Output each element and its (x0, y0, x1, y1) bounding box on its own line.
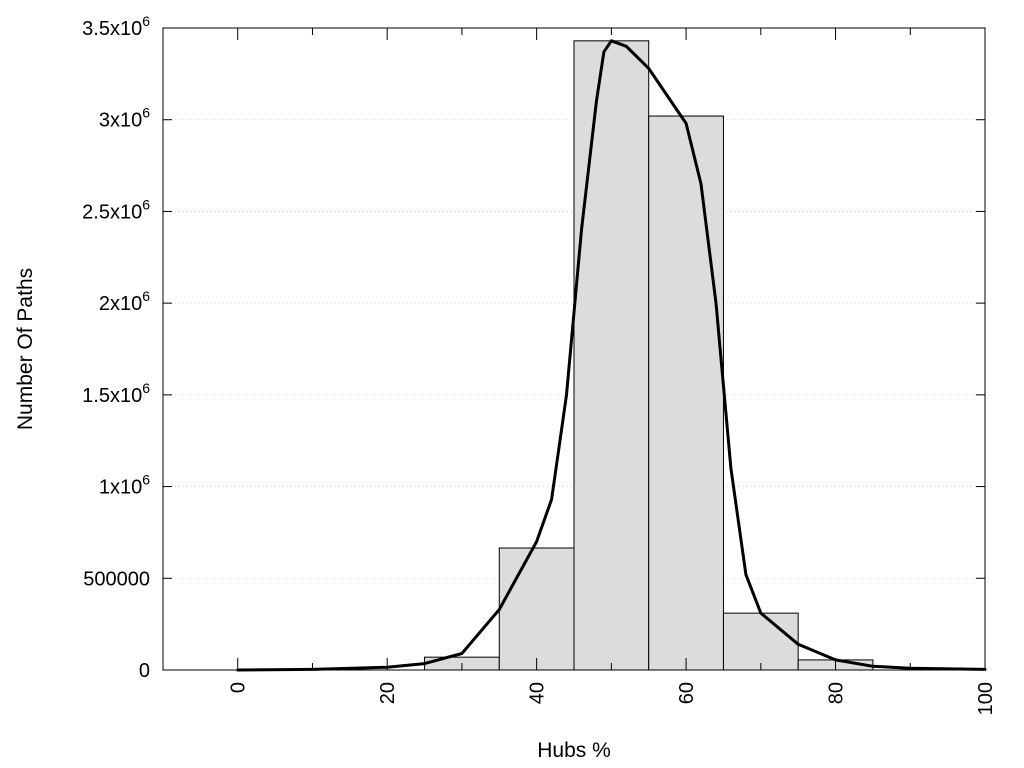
y-tick-label: 500000 (83, 568, 150, 590)
y-tick-label: 2x106 (99, 288, 150, 315)
fit-curve (236, 39, 987, 672)
histogram-bar (573, 40, 650, 671)
histogram-bar (722, 612, 799, 671)
y-tick-label: 2.5x106 (82, 196, 150, 223)
y-tick-label: 3x106 (99, 105, 150, 132)
histogram-bar (498, 547, 575, 671)
grid-layer (163, 119, 985, 579)
x-axis-title: Hubs % (537, 739, 611, 762)
y-tick-label: 1.5x106 (82, 380, 150, 407)
ticks-layer (163, 27, 986, 671)
plot-frame (162, 27, 986, 671)
x-tick-label: 40 (527, 682, 549, 704)
fit-line-layer (236, 39, 987, 672)
y-tick-label: 3.5x106 (82, 13, 150, 40)
x-tick-label: 100 (975, 682, 997, 715)
y-axis-title: Number Of Paths (14, 268, 37, 430)
x-tick-label: 80 (826, 682, 848, 704)
x-tick-label: 0 (228, 682, 250, 693)
y-tick-label: 1x106 (99, 472, 150, 499)
x-tick-label: 60 (676, 682, 698, 704)
tick-labels-layer: 0 500000 1x106 1.5x106 2x106 2.5x106 3x106 3.5x… (82, 13, 997, 715)
histogram-bar (648, 115, 724, 671)
bars-layer (424, 40, 874, 671)
x-tick-label: 20 (377, 682, 399, 704)
y-tick-label: 0 (139, 660, 150, 682)
